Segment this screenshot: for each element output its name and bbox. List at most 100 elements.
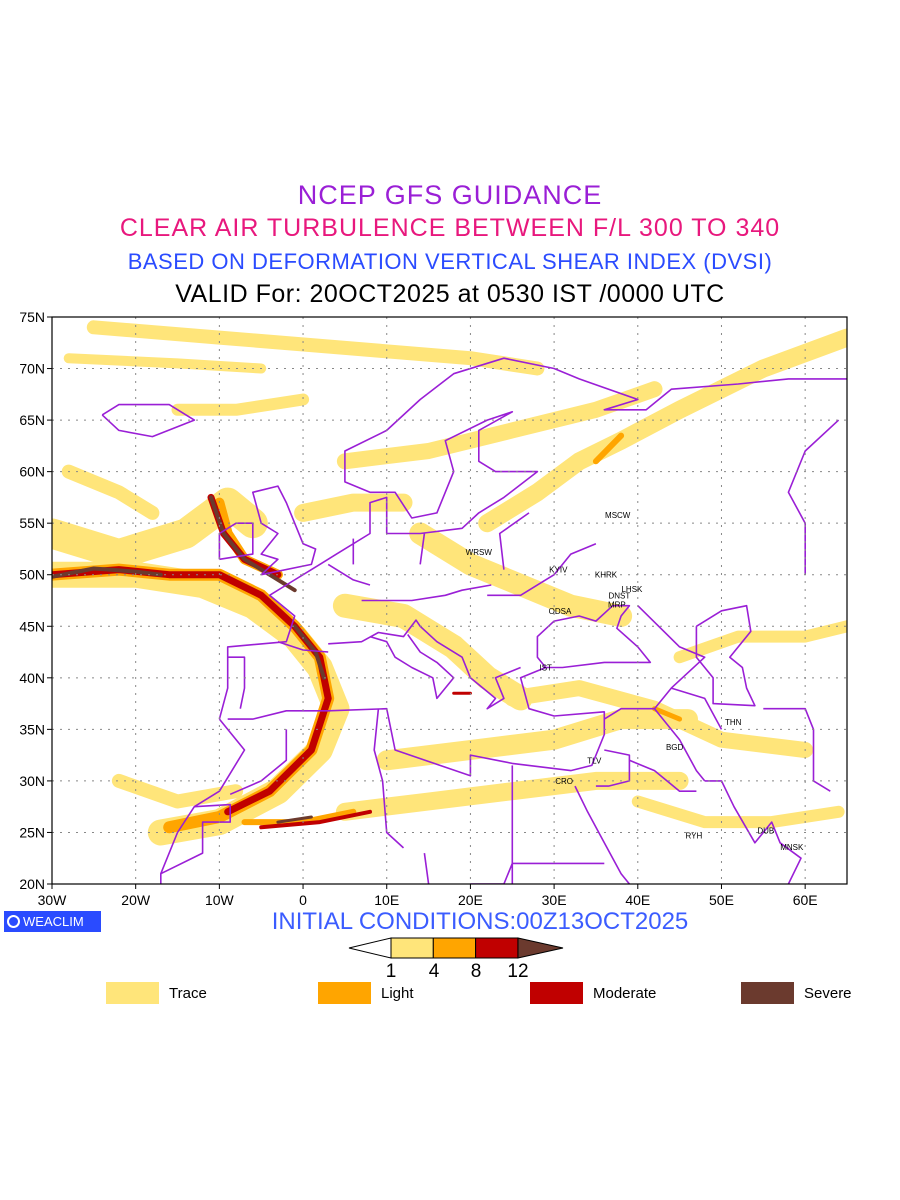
turbulence-band: [292, 624, 326, 680]
boundary-line: [574, 785, 631, 884]
city-label: MSCW: [605, 511, 631, 520]
legend-label: Light: [381, 984, 414, 1002]
lon-tick-label: 20E: [458, 892, 483, 908]
axis-ticks: 30W 20W 10W 0 10E 20E 30E 40E 50E 60E 20N 25N 30N 35N…: [19, 309, 817, 908]
boundary-line: [101, 403, 196, 438]
boundary-line: [227, 604, 652, 777]
boundary-line: [498, 512, 530, 570]
boundary-line: [695, 604, 756, 707]
lon-tick-label: 40E: [625, 892, 650, 908]
logo-text: WEACLIM: [23, 914, 84, 929]
city-label: MRP: [608, 601, 626, 610]
city-label: THN: [725, 718, 742, 727]
boundary-line: [277, 640, 329, 653]
colorbar-label: 8: [470, 961, 482, 982]
initial-conditions: INITIAL CONDITIONS:00Z13OCT2025: [271, 908, 689, 935]
city-label: BGD: [666, 743, 684, 752]
colorbar-high-arrow: [517, 937, 564, 959]
turbulence-band: [209, 495, 297, 593]
city-label: ODSA: [549, 607, 572, 616]
city-label: MNSK: [780, 843, 804, 852]
title-guidance: NCEP GFS GUIDANCE: [297, 180, 603, 210]
lon-tick-label: 30E: [542, 892, 567, 908]
turbulence-band: [63, 353, 267, 374]
boundary-line: [419, 533, 426, 565]
legend-swatch: [530, 982, 583, 1004]
city-label: RYH: [685, 832, 702, 841]
lon-tick-label: 10W: [205, 892, 235, 908]
colorbar-segment: [475, 937, 519, 959]
legend-swatch: [741, 982, 794, 1004]
lat-tick-label: 20N: [19, 876, 45, 892]
colorbar-label: 4: [428, 961, 440, 982]
colorbar-label: 1: [385, 961, 397, 982]
city-label: CRO: [555, 777, 573, 786]
lat-tick-label: 25N: [19, 824, 45, 840]
turbulence-band: [276, 815, 313, 824]
turbulence-band: [52, 566, 163, 579]
lon-tick-label: 10E: [374, 892, 399, 908]
city-label: KHRK: [595, 571, 618, 580]
title-method: BASED ON DEFORMATION VERTICAL SHEAR INDE…: [127, 249, 773, 274]
lat-tick-label: 65N: [19, 412, 45, 428]
lon-tick-label: 60E: [793, 892, 818, 908]
turbulence-band: [673, 620, 847, 664]
turbulence-band: [61, 464, 160, 520]
legend-swatch: [318, 982, 371, 1004]
city-label: IST: [540, 664, 553, 673]
title-valid-time: VALID For: 20OCT2025 at 0530 IST /0000 U…: [175, 280, 725, 308]
title-product: CLEAR AIR TURBULENCE BETWEEN F/L 300 TO …: [119, 214, 781, 242]
colorbar-low-arrow: [348, 937, 392, 959]
legend-label: Trace: [169, 984, 207, 1002]
turbulence-band: [376, 709, 698, 771]
lat-tick-label: 45N: [19, 618, 45, 634]
city-label: KYIV: [549, 566, 568, 575]
boundary-line: [369, 634, 455, 700]
turbulence-band: [171, 393, 310, 416]
lon-tick-label: 20W: [121, 892, 151, 908]
city-label: DUB: [757, 826, 774, 835]
boundary-line: [423, 852, 430, 884]
turbulence-band: [111, 773, 244, 809]
legend-moderate: Moderate: [530, 982, 656, 1004]
boundary-line: [629, 759, 697, 793]
colorbar-segment: [390, 937, 434, 959]
colorbar-segment: [432, 937, 477, 959]
lon-tick-label: 50E: [709, 892, 734, 908]
city-label: TLV: [587, 756, 602, 765]
colorbar-label: 12: [507, 961, 529, 982]
turbulence-band: [478, 328, 847, 533]
boundary-line: [218, 357, 847, 720]
copyright-icon: [7, 915, 20, 928]
boundary-line: [470, 863, 514, 884]
boundary-line: [227, 656, 246, 709]
boundary-line: [229, 729, 288, 796]
turbulence-band: [592, 432, 625, 465]
turbulence-band: [52, 566, 332, 816]
boundary-line: [361, 584, 492, 602]
turbulence-band: [259, 809, 372, 830]
legend-trace: Trace: [106, 982, 207, 1004]
coastlines-borders: [101, 357, 847, 884]
turbulence-band: [332, 593, 533, 711]
legend-label: Severe: [804, 984, 852, 1002]
lat-tick-label: 50N: [19, 567, 45, 583]
turbulence-band: [652, 706, 683, 722]
lon-tick-label: 0: [299, 892, 307, 908]
city-label: WRSW: [466, 548, 493, 557]
boundary-line: [327, 563, 371, 586]
lon-tick-label: 30W: [38, 892, 68, 908]
turbulence-band: [52, 487, 268, 570]
turbulence-band: [409, 522, 633, 627]
legend-swatch: [106, 982, 159, 1004]
lat-tick-label: 60N: [19, 464, 45, 480]
turbulence-band: [631, 795, 845, 829]
lat-tick-label: 35N: [19, 721, 45, 737]
lat-tick-label: 70N: [19, 361, 45, 377]
boundary-line: [704, 780, 802, 884]
map-frame: [51, 316, 848, 885]
weaclim-logo: WEACLIM: [4, 911, 101, 932]
boundary-line: [373, 708, 405, 849]
